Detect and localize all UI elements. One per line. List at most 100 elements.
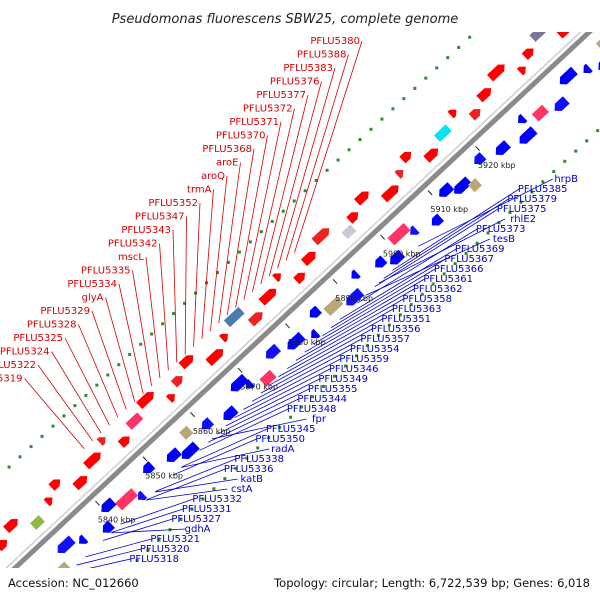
forward-gene-arrow-shape <box>48 479 61 491</box>
reverse-gene-arrow-shape <box>559 66 578 85</box>
gene-label-reverse: PFLU5369 <box>455 244 505 255</box>
forward-gene-arrow <box>247 312 263 327</box>
reverse-gene-arrow <box>143 461 156 474</box>
gene-label-forward: PFLU5352 <box>148 198 198 209</box>
reverse-gene-arrow <box>431 213 444 226</box>
leader-forward <box>172 229 178 363</box>
reverse-block <box>179 425 194 440</box>
gene-label-reverse: PFLU5327 <box>171 514 221 525</box>
gene-label-reverse: cstA <box>231 484 253 495</box>
gene-label-reverse: katB <box>240 474 263 485</box>
skew-dot <box>585 139 589 143</box>
skew-dot <box>259 230 263 234</box>
leader-forward <box>201 189 214 339</box>
gene-label-forward: PFLU5372 <box>243 104 293 115</box>
reverse-gene-arrow-shape <box>439 182 455 197</box>
reverse-gene-arrow <box>181 441 200 460</box>
forward-gene-arrow <box>136 392 154 409</box>
leader-forward <box>145 256 161 379</box>
reverse-gene-arrow <box>519 126 538 144</box>
leader-reverse <box>417 178 553 247</box>
forward-gene-arrow <box>476 88 492 103</box>
leader-reverse <box>374 208 499 288</box>
kbp-ticks: 5840 kbp 5850 kbp 5860 kbp 5870 kbp 5880 kbp… <box>95 145 516 525</box>
tick-label: 5870 kbp <box>240 383 278 392</box>
leader-reverse <box>111 528 186 534</box>
reverse-gene-arrow-shape <box>265 343 282 359</box>
gene-label-reverse: PFLU5338 <box>234 454 284 465</box>
gene-label-reverse: gdhA <box>185 524 211 535</box>
footer-band <box>0 568 600 600</box>
forward-gene-arrow-shape <box>219 333 228 343</box>
reverse-gene-arrow-shape <box>143 461 156 474</box>
gene-label-forward: PFLU5388 <box>297 50 347 61</box>
reverse-block <box>323 296 344 317</box>
leader-reverse <box>208 398 299 443</box>
skew-dot <box>336 158 340 162</box>
skew-dot <box>486 231 490 235</box>
forward-gene-arrow-shape <box>170 376 183 388</box>
forward-gene-arrow <box>170 376 183 388</box>
forward-gene-arrow <box>521 48 534 61</box>
skew-dot <box>420 292 424 296</box>
reverse-gene-arrow-shape <box>223 405 239 421</box>
leader-forward <box>78 324 119 418</box>
skew-dot <box>508 210 512 214</box>
leader-reverse <box>102 518 173 541</box>
gene-label-reverse: PFLU5355 <box>308 384 358 395</box>
forward-block-shape <box>125 412 144 430</box>
forward-gene-arrow <box>0 539 8 552</box>
reverse-gene-arrow <box>230 373 249 392</box>
gene-label-reverse: PFLU5363 <box>392 304 442 315</box>
skew-dot <box>365 344 369 348</box>
leader-forward <box>159 243 169 371</box>
leader-forward <box>252 108 295 292</box>
leader-reverse <box>251 348 352 402</box>
leader-forward <box>226 148 255 316</box>
gene-label-forward: glyA <box>82 293 104 304</box>
reverse-gene-arrow-shape <box>230 373 249 392</box>
forward-gene-arrow-shape <box>178 355 194 370</box>
skew-dot <box>311 395 315 399</box>
skew-dot <box>468 35 472 39</box>
gene-label-reverse: PFLU5367 <box>444 254 494 265</box>
leader-reverse <box>330 258 446 328</box>
forward-gene-arrow-shape <box>117 436 130 448</box>
gene-label-reverse: PFLU5379 <box>507 194 557 205</box>
gene-label-forward: PFLU5319 <box>0 374 23 385</box>
leader-forward <box>184 216 187 355</box>
leader-reverse <box>154 478 238 493</box>
gene-label-forward: PFLU5370 <box>216 131 266 142</box>
skew-dot <box>398 313 402 317</box>
skew-dot <box>95 383 99 387</box>
skew-dot <box>552 170 556 174</box>
tick-label: 5920 kbp <box>478 161 516 170</box>
gene-label-forward: mscL <box>118 252 144 263</box>
gene-label-forward: PFLU5342 <box>108 239 158 250</box>
gene-label-reverse: PFLU5354 <box>350 344 400 355</box>
skew-dot <box>314 178 318 182</box>
title-band <box>0 0 600 32</box>
forward-gene-arrow-shape <box>399 151 412 164</box>
forward-block <box>223 306 245 328</box>
gene-label-reverse: rhlE2 <box>510 214 536 225</box>
forward-gene-arrow <box>423 148 439 163</box>
tick-mark <box>237 367 243 373</box>
leader-forward <box>260 94 309 285</box>
gene-label-forward: PFLU5329 <box>40 306 90 317</box>
forward-gene-arrow <box>83 452 101 470</box>
leader-reverse <box>181 448 270 468</box>
gene-label-forward: PFLU5343 <box>121 225 171 236</box>
skew-dot <box>18 455 22 459</box>
leader-forward <box>132 270 152 387</box>
tick-mark <box>332 278 338 285</box>
leader-reverse <box>383 198 509 279</box>
gene-label-reverse: PFLU5351 <box>381 314 431 325</box>
forward-gene-arrow <box>353 191 369 206</box>
reverse-block-shape <box>467 178 482 193</box>
gene-label-forward: aroE <box>216 158 238 169</box>
forward-gene-arrow <box>293 272 306 285</box>
skew-dot <box>530 190 534 194</box>
reverse-gene-arrow <box>439 182 455 197</box>
reverse-gene-arrow <box>454 176 473 194</box>
